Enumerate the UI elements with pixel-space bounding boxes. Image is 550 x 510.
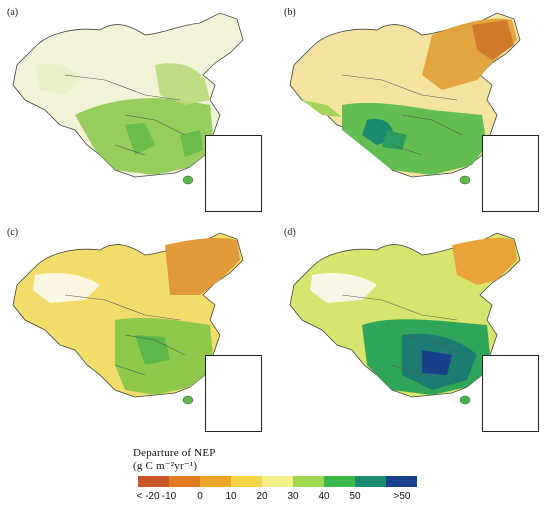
legend-swatch [200,476,231,487]
legend-swatch [324,476,355,487]
south-china-sea-inset-c [205,355,262,432]
legend-swatch [386,476,417,487]
legend-tick-label: 0 [197,491,203,502]
legend-title-line2: (g C m⁻²yr⁻¹) [133,460,198,472]
south-china-sea-inset-a [205,135,262,212]
legend-swatch [293,476,324,487]
map-panel-a: (a) [5,5,275,235]
china-map-d [289,232,521,405]
legend-swatch [231,476,262,487]
panel-label-b: (b) [284,7,296,18]
legend-title-line1: Departure of NEP [133,447,216,459]
legend-ticks: < -20 -10 0 10 20 30 40 50 >50 [136,491,418,505]
legend-title: Departure of NEP (g C m⁻²yr⁻¹) [133,447,216,473]
panel-label-d: (d) [284,227,296,238]
legend-swatch [262,476,293,487]
map-panel-c: (c) [5,225,275,455]
legend-tick-label: 40 [318,491,330,502]
legend-swatch [355,476,386,487]
south-china-sea-inset-b [482,135,539,212]
legend-tick-label: 20 [256,491,268,502]
map-panel-d: (d) [282,225,550,455]
legend-color-bar [138,476,417,487]
legend-tick-label: -10 [161,491,177,502]
panel-label-c: (c) [7,227,19,238]
legend-swatch [138,476,169,487]
china-map-b [289,12,521,185]
china-map-c [12,232,244,405]
map-panel-b: (b) [282,5,550,235]
china-map-a [12,12,244,185]
legend-swatch [169,476,200,487]
legend-tick-label: < -20 [136,491,160,502]
legend-tick-label: 30 [287,491,299,502]
south-china-sea-inset-d [482,355,539,432]
legend-tick-label: 10 [225,491,237,502]
legend-tick-label: 50 [349,491,361,502]
legend-tick-label: >50 [393,491,411,502]
panel-label-a: (a) [7,7,19,18]
